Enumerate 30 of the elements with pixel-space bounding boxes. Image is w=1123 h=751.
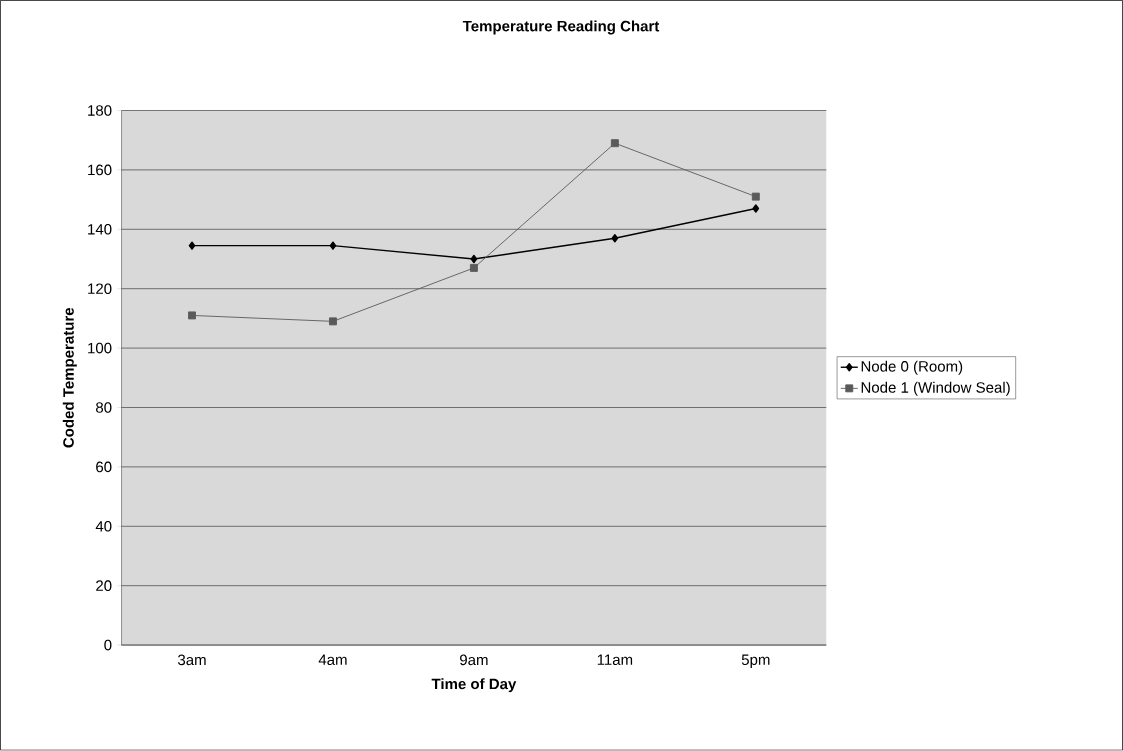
- point: [469, 264, 478, 273]
- x-tick-label: 4am: [318, 654, 347, 666]
- point: [610, 139, 619, 148]
- point: [611, 234, 619, 243]
- point: [188, 311, 196, 320]
- y-tick-label: 20: [96, 580, 112, 592]
- point: [329, 241, 337, 251]
- x-tick-label: 3am: [177, 654, 206, 666]
- y-tick-label: 120: [88, 283, 112, 295]
- point: [470, 255, 478, 264]
- x-axis-title: Time of Day: [431, 678, 517, 693]
- y-axis-title: Coded Temperature: [62, 308, 77, 448]
- x-tick-label: 11am: [597, 654, 633, 666]
- y-tick-label: 160: [88, 164, 112, 176]
- y-tick-label: 40: [95, 521, 112, 532]
- y-tick-label: 0: [104, 639, 112, 651]
- y-tick-label: 180: [88, 105, 112, 117]
- chart-title: Temperature Reading Chart: [462, 20, 660, 35]
- y-tick-label: 60: [96, 461, 112, 473]
- legend-label: Node 0 (Room): [861, 360, 963, 375]
- x-tick-label: 9am: [460, 654, 488, 666]
- legend-label: Node 1 (Window Seal): [861, 381, 1010, 396]
- point: [752, 204, 760, 213]
- y-tick-label: 100: [88, 342, 112, 354]
- point: [188, 241, 196, 251]
- point: [329, 317, 337, 326]
- y-tick-label: 140: [88, 224, 112, 235]
- y-tick-label: 80: [96, 402, 112, 413]
- x-tick-label: 5pm: [741, 654, 770, 669]
- point: [751, 192, 760, 201]
